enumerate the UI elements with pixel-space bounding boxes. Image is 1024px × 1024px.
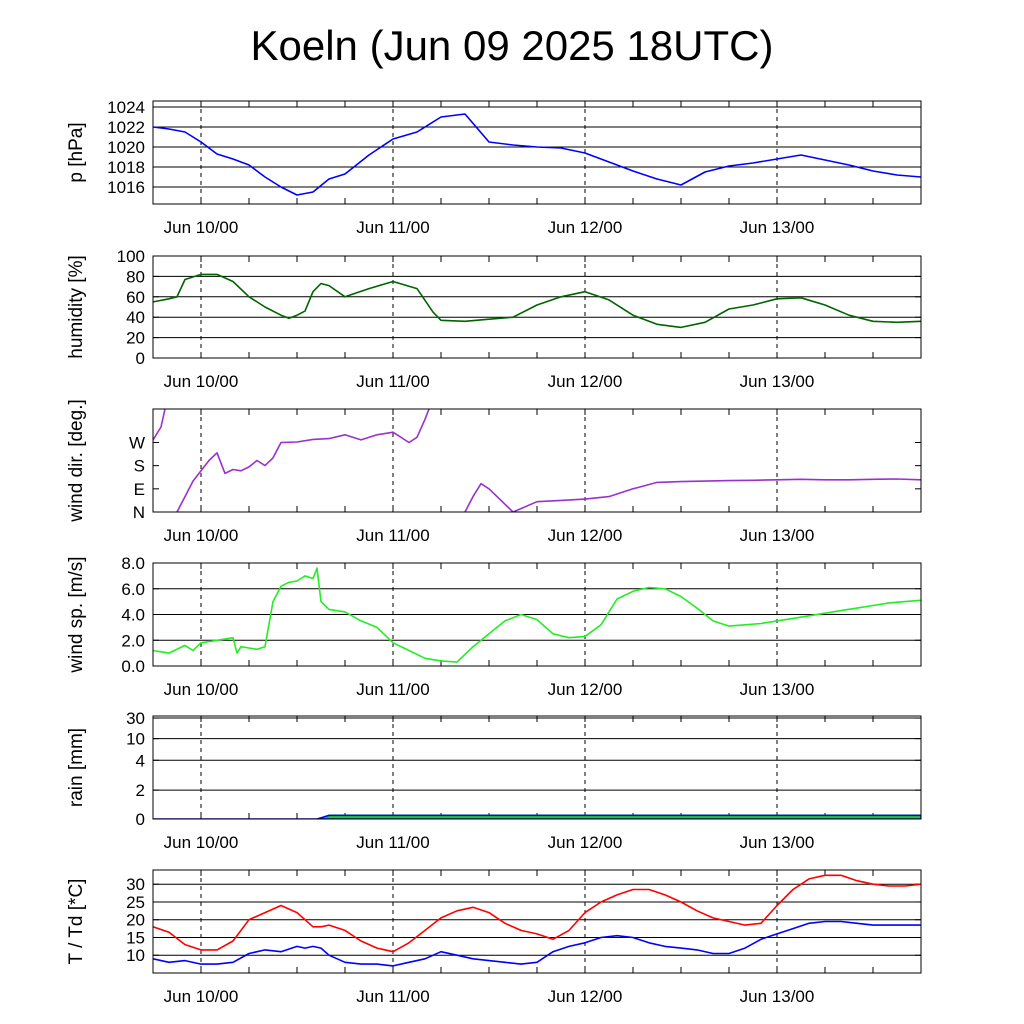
x-tick-label: Jun 12/00 bbox=[548, 987, 623, 1006]
panel-frame bbox=[152, 255, 922, 359]
y-tick-label: 15 bbox=[126, 928, 145, 947]
y-tick-label: 30 bbox=[126, 875, 145, 894]
plot-area bbox=[153, 273, 921, 329]
line-series-t bbox=[153, 874, 921, 953]
y-tick-label: 1016 bbox=[107, 178, 145, 197]
y-tick-label: 1024 bbox=[107, 98, 145, 117]
line-series-td bbox=[153, 920, 921, 967]
x-tick-label: Jun 11/00 bbox=[356, 833, 429, 852]
x-tick-label: Jun 10/00 bbox=[164, 987, 239, 1006]
line-series-1 bbox=[153, 409, 921, 512]
plot-area bbox=[153, 409, 921, 512]
chart-title: Koeln (Jun 09 2025 18UTC) bbox=[250, 22, 774, 69]
panel-frame bbox=[152, 408, 922, 513]
plot-area bbox=[153, 814, 921, 819]
y-tick-label: 0 bbox=[136, 810, 145, 829]
y-tick-label: W bbox=[129, 433, 145, 452]
x-tick-label: Jun 13/00 bbox=[740, 680, 815, 699]
y-axis-label: wind sp. [m/s] bbox=[66, 556, 87, 673]
y-tick-label: E bbox=[134, 480, 145, 499]
y-tick-label: S bbox=[134, 457, 145, 476]
x-tick-label: Jun 12/00 bbox=[548, 833, 623, 852]
y-tick-label: N bbox=[133, 503, 145, 522]
panel-frame bbox=[152, 869, 922, 974]
y-tick-label: 1020 bbox=[107, 138, 145, 157]
plot-area bbox=[153, 874, 921, 967]
y-tick-label: 10 bbox=[126, 946, 145, 965]
y-tick-label: 0.0 bbox=[121, 657, 145, 676]
y-tick-label: 80 bbox=[126, 267, 145, 286]
x-tick-label: Jun 13/00 bbox=[740, 987, 815, 1006]
x-tick-label: Jun 10/00 bbox=[164, 833, 239, 852]
y-axis-label: humidity [%] bbox=[66, 255, 87, 358]
x-tick-label: Jun 13/00 bbox=[740, 218, 815, 237]
x-tick-label: Jun 12/00 bbox=[548, 218, 623, 237]
x-tick-label: Jun 12/00 bbox=[548, 372, 623, 391]
y-axis-label: rain [mm] bbox=[66, 728, 87, 807]
x-tick-label: Jun 13/00 bbox=[740, 526, 815, 545]
y-tick-label: 2.0 bbox=[121, 631, 145, 650]
y-axis-label: p [hPa] bbox=[66, 122, 87, 182]
panel-frame bbox=[152, 100, 922, 205]
plot-area bbox=[153, 567, 921, 663]
y-tick-label: 4 bbox=[136, 751, 145, 770]
panel-5: 0 2 4 10 30 rain [mm] Jun 10/00 Jun 11/00 Jun 12… bbox=[66, 709, 922, 852]
y-axis-label: wind dir. [deg.] bbox=[66, 399, 87, 523]
x-tick-label: Jun 11/00 bbox=[356, 680, 429, 699]
y-tick-label: 6.0 bbox=[121, 580, 145, 599]
line-series-1 bbox=[153, 113, 921, 196]
y-tick-label: 1018 bbox=[107, 158, 145, 177]
x-tick-label: Jun 10/00 bbox=[164, 526, 239, 545]
x-tick-label: Jun 11/00 bbox=[356, 218, 429, 237]
x-tick-label: Jun 10/00 bbox=[164, 680, 239, 699]
rain-series-2 bbox=[153, 814, 921, 819]
y-tick-label: 25 bbox=[126, 893, 145, 912]
x-tick-label: Jun 10/00 bbox=[164, 218, 239, 237]
x-tick-label: Jun 13/00 bbox=[740, 372, 815, 391]
panel-frame bbox=[152, 715, 922, 820]
y-tick-label: 1022 bbox=[107, 118, 145, 137]
x-tick-label: Jun 11/00 bbox=[356, 372, 429, 391]
x-tick-label: Jun 12/00 bbox=[548, 526, 623, 545]
y-tick-label: 30 bbox=[126, 709, 145, 728]
y-tick-label: 2 bbox=[136, 781, 145, 800]
y-tick-label: 4.0 bbox=[121, 606, 145, 625]
y-tick-label: 60 bbox=[126, 288, 145, 307]
x-tick-label: Jun 12/00 bbox=[548, 680, 623, 699]
y-tick-label: 0 bbox=[136, 349, 145, 368]
panel-4: 0.0 2.0 4.0 6.0 8.0 wind sp. [m/s] Jun 10/00 Ju… bbox=[66, 554, 922, 699]
y-tick-label: 10 bbox=[126, 730, 145, 749]
y-axis-label: T / Td [*C] bbox=[66, 879, 87, 965]
y-tick-label: 8.0 bbox=[121, 554, 145, 573]
y-tick-label: 100 bbox=[117, 247, 145, 266]
panel-frame bbox=[152, 562, 922, 667]
line-series-1 bbox=[153, 273, 921, 329]
x-tick-label: Jun 11/00 bbox=[356, 987, 429, 1006]
x-tick-label: Jun 13/00 bbox=[740, 833, 815, 852]
y-tick-label: 20 bbox=[126, 911, 145, 930]
plot-area bbox=[153, 113, 921, 196]
x-tick-label: Jun 10/00 bbox=[164, 372, 239, 391]
y-tick-label: 20 bbox=[126, 329, 145, 348]
line-series-1 bbox=[153, 567, 921, 663]
x-tick-label: Jun 11/00 bbox=[356, 526, 429, 545]
y-tick-label: 40 bbox=[126, 308, 145, 327]
